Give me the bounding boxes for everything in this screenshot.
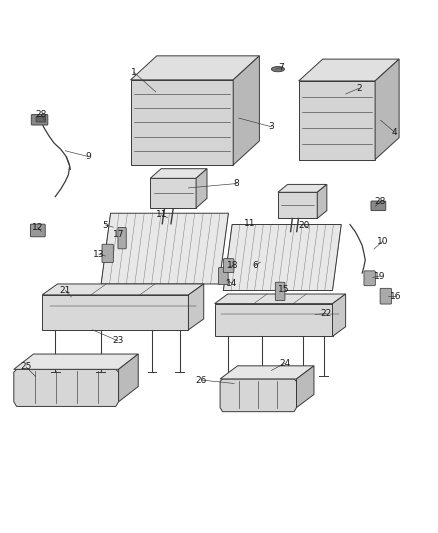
Text: 23: 23 — [112, 336, 124, 345]
Text: 20: 20 — [298, 221, 310, 230]
Polygon shape — [196, 169, 207, 208]
FancyBboxPatch shape — [380, 288, 392, 304]
Polygon shape — [150, 169, 207, 179]
Polygon shape — [299, 59, 399, 81]
Polygon shape — [220, 379, 297, 411]
FancyBboxPatch shape — [276, 282, 285, 301]
Polygon shape — [150, 179, 196, 208]
Text: 19: 19 — [374, 272, 385, 280]
Text: 11: 11 — [155, 211, 167, 220]
FancyBboxPatch shape — [36, 117, 46, 122]
Polygon shape — [131, 80, 233, 165]
Ellipse shape — [272, 67, 285, 72]
Polygon shape — [42, 295, 188, 330]
FancyBboxPatch shape — [31, 115, 48, 125]
Polygon shape — [299, 81, 375, 159]
Text: 9: 9 — [85, 152, 91, 161]
Text: 14: 14 — [226, 279, 238, 288]
Text: 26: 26 — [196, 376, 207, 384]
Text: 8: 8 — [233, 179, 239, 188]
Text: 6: 6 — [252, 261, 258, 270]
Polygon shape — [131, 56, 259, 80]
FancyBboxPatch shape — [30, 224, 45, 237]
Text: 16: 16 — [390, 292, 402, 301]
Text: 11: 11 — [244, 219, 255, 228]
Text: 28: 28 — [375, 197, 386, 206]
FancyBboxPatch shape — [102, 244, 113, 263]
Polygon shape — [215, 294, 346, 304]
Polygon shape — [14, 354, 138, 369]
Text: 15: 15 — [278, 285, 290, 294]
Text: 24: 24 — [279, 359, 290, 368]
Polygon shape — [223, 224, 341, 290]
Polygon shape — [101, 213, 229, 284]
FancyBboxPatch shape — [223, 259, 234, 272]
Text: 10: 10 — [377, 237, 389, 246]
Text: 4: 4 — [392, 127, 397, 136]
Polygon shape — [188, 284, 204, 330]
FancyBboxPatch shape — [371, 201, 386, 211]
Polygon shape — [215, 304, 332, 336]
Text: 25: 25 — [20, 362, 32, 372]
Polygon shape — [332, 294, 346, 336]
Text: 28: 28 — [35, 110, 46, 119]
Text: 22: 22 — [320, 309, 332, 318]
Text: 18: 18 — [227, 261, 239, 270]
Polygon shape — [14, 369, 119, 407]
Polygon shape — [278, 192, 317, 219]
Text: 1: 1 — [131, 68, 137, 77]
Text: 12: 12 — [32, 223, 43, 232]
Polygon shape — [42, 284, 204, 295]
Text: 5: 5 — [102, 221, 108, 230]
Text: 13: 13 — [93, 250, 105, 259]
Polygon shape — [278, 184, 327, 192]
Polygon shape — [119, 354, 138, 402]
Text: 2: 2 — [356, 84, 361, 93]
FancyBboxPatch shape — [118, 228, 126, 249]
Polygon shape — [375, 59, 399, 159]
Text: 17: 17 — [113, 230, 124, 239]
Polygon shape — [233, 56, 259, 165]
Text: 3: 3 — [268, 122, 274, 131]
Polygon shape — [297, 366, 314, 408]
FancyBboxPatch shape — [219, 268, 228, 285]
FancyBboxPatch shape — [364, 271, 375, 286]
Polygon shape — [220, 366, 314, 379]
Polygon shape — [317, 184, 327, 219]
Text: 21: 21 — [60, 286, 71, 295]
Text: 7: 7 — [279, 63, 284, 72]
